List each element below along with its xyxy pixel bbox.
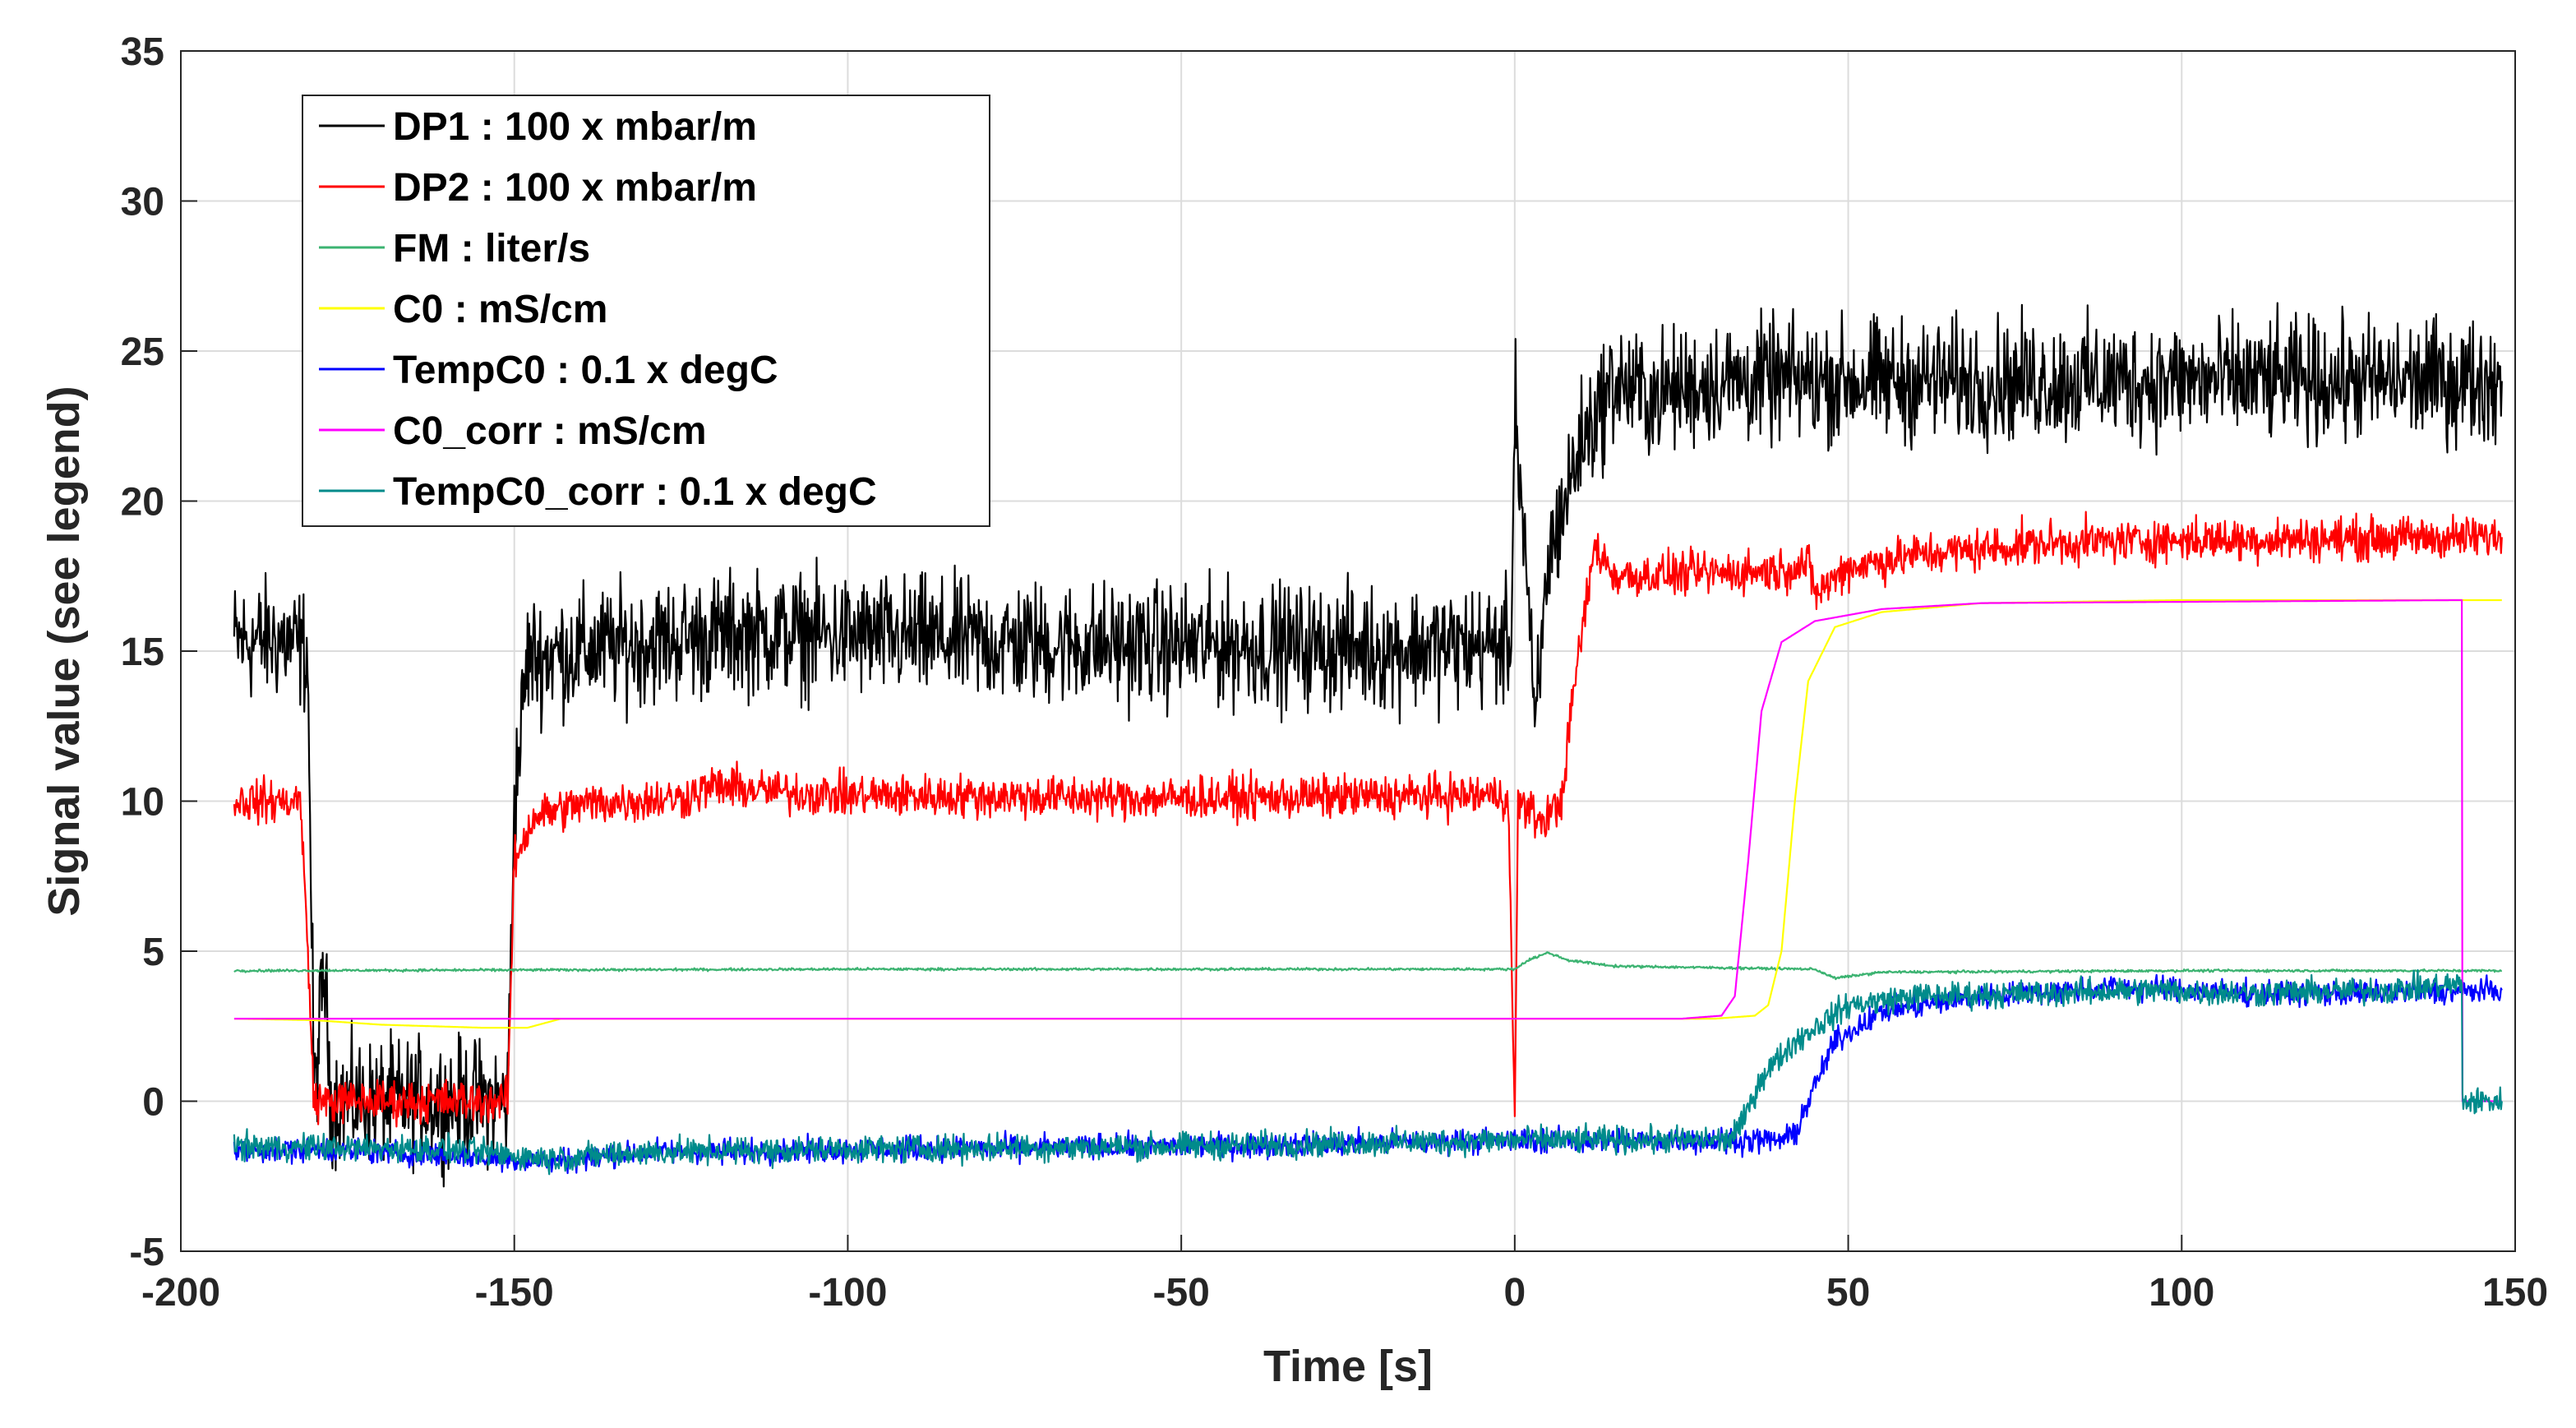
legend-label: TempC0_corr : 0.1 x degC	[393, 470, 877, 514]
series-line-1	[233, 511, 2503, 1128]
series-line-5	[233, 598, 2502, 1102]
x-tick-label: -100	[808, 1271, 887, 1315]
x-tick-label: 50	[1826, 1271, 1870, 1315]
series-line-6	[233, 968, 2503, 1176]
x-axis-ticks: -200 -150 -100 -50 0 50 100 150	[141, 1235, 2548, 1315]
series-line-0	[233, 302, 2503, 1188]
legend-label: FM : liter/s	[393, 227, 590, 270]
legend-label: C0 : mS/cm	[393, 288, 607, 331]
x-axis-label: Time [s]	[1263, 1342, 1433, 1391]
y-axis-label: Signal value (see legend)	[39, 386, 89, 916]
x-tick-label: -150	[475, 1271, 554, 1315]
x-tick-label: -50	[1152, 1271, 1209, 1315]
legend-label: DP2 : 100 x mbar/m	[393, 166, 757, 210]
y-tick-label: 20	[121, 481, 164, 525]
x-tick-label: 150	[2482, 1271, 2548, 1315]
legend: DP1 : 100 x mbar/m DP2 : 100 x mbar/m FM :…	[302, 95, 990, 527]
y-tick-label: 0	[142, 1081, 164, 1125]
y-tick-label: 30	[121, 181, 164, 224]
x-tick-label: 100	[2149, 1271, 2214, 1315]
legend-label: TempC0 : 0.1 x degC	[393, 349, 778, 392]
x-tick-label: 0	[1504, 1271, 1526, 1315]
y-axis-ticks: -5 0 5 10 15 20 25 30 35	[121, 30, 197, 1274]
legend-label: DP1 : 100 x mbar/m	[393, 105, 757, 149]
series-line-2	[233, 950, 2503, 981]
y-tick-label: -5	[129, 1231, 164, 1274]
legend-box	[302, 95, 990, 527]
x-tick-label: -200	[141, 1271, 220, 1315]
y-tick-label: 25	[121, 330, 164, 374]
y-tick-label: 15	[121, 631, 164, 674]
series-layer	[233, 302, 2503, 1188]
y-tick-label: 5	[142, 931, 164, 974]
y-tick-label: 10	[121, 781, 164, 825]
y-tick-label: 35	[121, 30, 164, 74]
legend-label: C0_corr : mS/cm	[393, 409, 707, 453]
